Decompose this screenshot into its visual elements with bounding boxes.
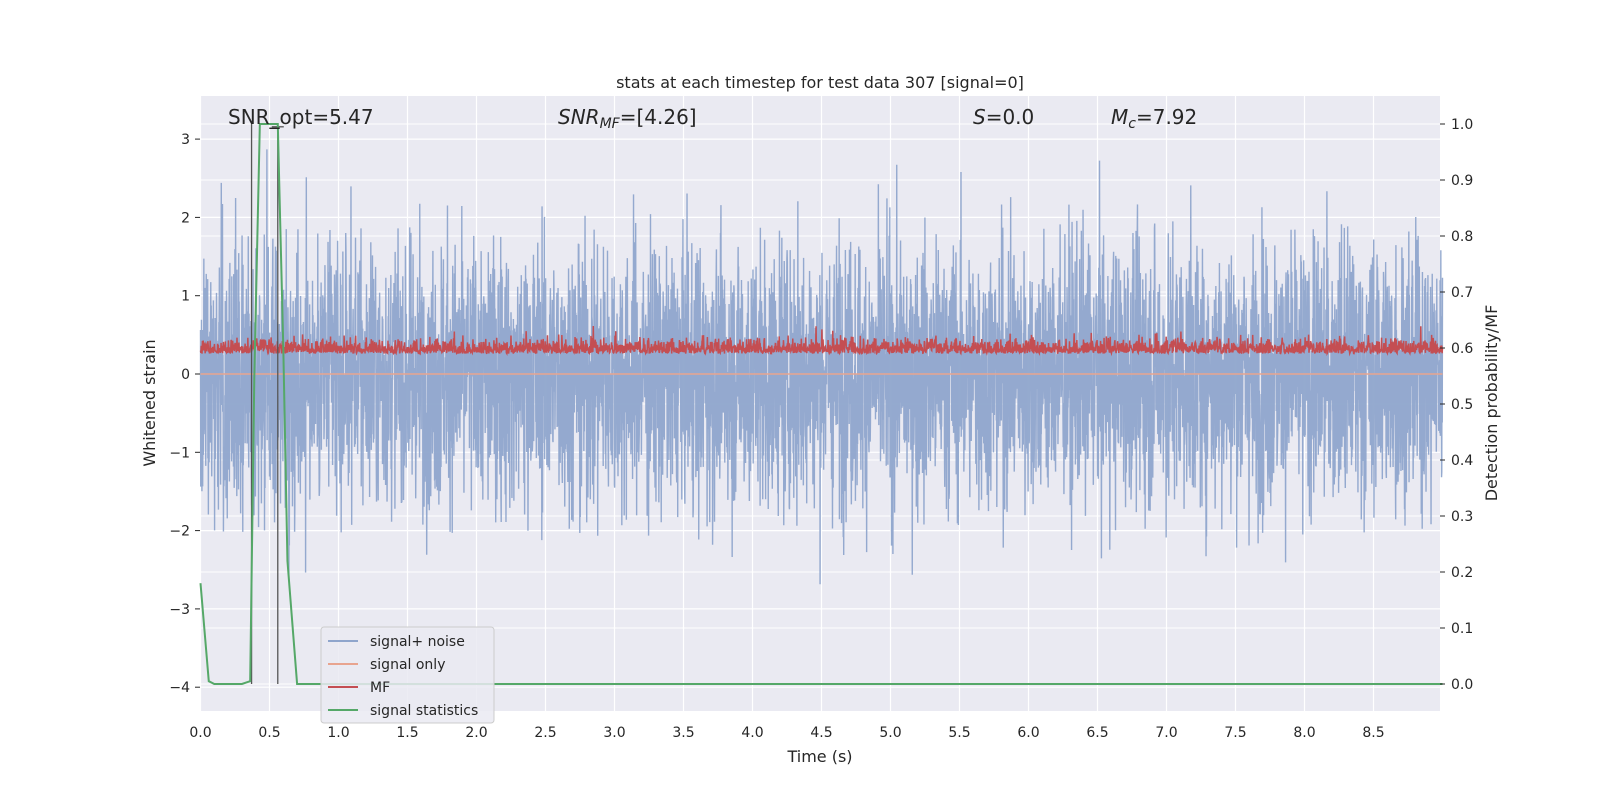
y-right-tick-label: 0.2 xyxy=(1451,565,1473,581)
y-tick-label: 3 xyxy=(181,132,190,148)
annotation-snr-opt: SNR_opt=5.47 xyxy=(228,105,374,129)
legend: signal+ noise signal only MF signal stat… xyxy=(320,626,495,724)
legend-label-signal-only: signal only xyxy=(370,657,445,673)
x-tick-label: 4.5 xyxy=(810,725,832,741)
mc-sub: c xyxy=(1128,116,1136,132)
x-tick-label: 2.0 xyxy=(465,725,487,741)
mc-label: M xyxy=(1111,105,1128,129)
x-tick-label: 5.5 xyxy=(948,725,970,741)
x-tick-label: 1.5 xyxy=(396,725,418,741)
y-axis-right-label: Detection probability/MF xyxy=(1482,305,1501,502)
x-axis-label: Time (s) xyxy=(786,747,852,766)
x-tick-label: 7.0 xyxy=(1155,725,1177,741)
annotation-s: S=0.0 xyxy=(973,105,1034,129)
y-axis-label: Whitened strain xyxy=(140,339,159,466)
x-tick-label: 1.0 xyxy=(327,725,349,741)
y-right-tick-label: 0.7 xyxy=(1451,285,1473,301)
y-right-tick-label: 0.1 xyxy=(1451,621,1473,637)
snr-mf-value: =[4.26] xyxy=(620,105,697,129)
series-signal-statistics xyxy=(199,123,1443,685)
x-tick-label: 8.5 xyxy=(1362,725,1384,741)
x-tick-label: 0.5 xyxy=(258,725,280,741)
x-axis-ticks: 0.0 0.5 1.0 1.5 2.0 2.5 3.0 3.5 4.0 4.5 5.0 5.5 6.0 6… xyxy=(189,725,1384,741)
signal-statistics-line xyxy=(199,123,1443,685)
mf-line xyxy=(199,326,1444,357)
x-tick-label: 4.0 xyxy=(741,725,763,741)
snr-mf-label: SNR xyxy=(558,105,600,129)
y-right-tick-label: 0.6 xyxy=(1451,341,1473,357)
chart-title: stats at each timestep for test data 307… xyxy=(616,73,1024,92)
y-tick-label: −3 xyxy=(169,602,190,618)
legend-label-mf: MF xyxy=(370,680,390,696)
y-axis-right-ticks: 1.0 0.9 0.8 0.7 0.6 0.5 0.4 0.3 0.2 0.1 0.0 xyxy=(1440,117,1473,693)
s-label: S xyxy=(973,105,986,129)
y-right-tick-label: 0.3 xyxy=(1451,509,1473,525)
x-tick-label: 8.0 xyxy=(1293,725,1315,741)
legend-label-signal-noise: signal+ noise xyxy=(370,634,465,650)
legend-box xyxy=(320,626,495,724)
y-right-tick-label: 0.5 xyxy=(1451,397,1473,413)
y-tick-label: 1 xyxy=(181,289,190,305)
y-tick-label: −4 xyxy=(169,680,190,696)
y-tick-label: 0 xyxy=(181,367,190,383)
x-tick-label: 3.5 xyxy=(672,725,694,741)
y-right-tick-label: 1.0 xyxy=(1451,117,1473,133)
y-axis-ticks: 3 2 1 0 −1 −2 −3 −4 xyxy=(169,132,200,696)
noise-line xyxy=(199,149,1444,585)
x-tick-label: 0.0 xyxy=(189,725,211,741)
y-right-tick-label: 0.0 xyxy=(1451,677,1473,693)
mc-value: =7.92 xyxy=(1136,105,1197,129)
annotation-snr-mf: SNRMF=[4.26] xyxy=(558,105,697,132)
x-tick-label: 6.5 xyxy=(1086,725,1108,741)
legend-label-signal-statistics: signal statistics xyxy=(370,703,478,719)
x-tick-label: 6.0 xyxy=(1017,725,1039,741)
annotation-mc: Mc=7.92 xyxy=(1111,105,1197,132)
series-signal-noise xyxy=(199,149,1444,585)
x-tick-label: 7.5 xyxy=(1224,725,1246,741)
series-mf xyxy=(199,326,1444,357)
y-tick-label: −1 xyxy=(169,445,190,461)
y-tick-label: −2 xyxy=(169,524,190,540)
snr-mf-sub: MF xyxy=(600,116,621,132)
y-right-tick-label: 0.9 xyxy=(1451,173,1473,189)
y-tick-label: 2 xyxy=(181,210,190,226)
s-value: =0.0 xyxy=(986,105,1035,129)
x-tick-label: 5.0 xyxy=(879,725,901,741)
x-tick-label: 2.5 xyxy=(534,725,556,741)
y-right-tick-label: 0.8 xyxy=(1451,229,1473,245)
y-right-tick-label: 0.4 xyxy=(1451,453,1473,469)
x-tick-label: 3.0 xyxy=(603,725,625,741)
